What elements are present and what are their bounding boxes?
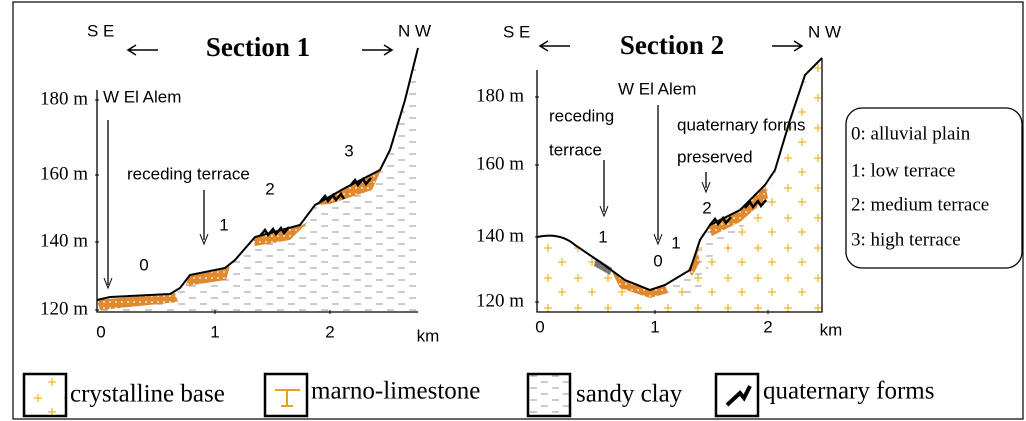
legend-item: 3: high terrace: [851, 229, 961, 250]
direction-label: S E: [87, 21, 114, 40]
ticks: [95, 99, 331, 314]
terrace-number: 2: [702, 198, 711, 217]
legend-item: 1: low terrace: [851, 160, 955, 181]
x-label: 2: [325, 322, 334, 341]
annotation: receding terrace: [127, 164, 250, 183]
terrace-deposit: [253, 222, 308, 246]
annotation: preserved: [677, 147, 753, 166]
y-label: 180 m: [476, 85, 524, 106]
legend-box: [845, 107, 1023, 269]
direction-label: S E: [503, 22, 530, 41]
annotation: quaternary forms: [677, 115, 806, 134]
x-label: 2: [763, 317, 772, 336]
axes: [96, 90, 418, 313]
direction-arrow: [538, 40, 570, 52]
legend-item: 2: medium terrace: [851, 194, 989, 215]
terrace-deposit: [186, 266, 230, 286]
y-label: 160 m: [476, 153, 524, 174]
legend-label: crystalline base: [70, 381, 225, 408]
terrace-number: 1: [598, 227, 607, 246]
y-label: 180 m: [40, 88, 88, 109]
terrace-number: 1: [219, 215, 228, 234]
arrow-head: [103, 277, 113, 290]
x-label: 0: [96, 322, 105, 341]
arrow-head: [599, 205, 609, 218]
direction-label: N W: [398, 21, 431, 40]
annotation: terrace: [549, 140, 602, 159]
ground-profile: [96, 47, 419, 301]
terrace-number: 3: [344, 141, 353, 160]
terrace-number: 0: [653, 251, 662, 270]
annotation: receding: [549, 106, 614, 125]
terrace-number: 1: [671, 233, 680, 252]
section-2: S E Section 2 N W 180 m 160 m 140 m 120 …: [476, 22, 842, 339]
bottom-legend: crystalline base marno-limestone sandy c…: [22, 372, 934, 418]
y-label: 140 m: [476, 225, 524, 246]
legend-label: quaternary forms: [763, 378, 934, 405]
direction-arrow: [362, 44, 394, 56]
terrace-deposit: [594, 258, 612, 275]
site-label: W El Alem: [618, 79, 696, 98]
x-label: 0: [535, 317, 544, 336]
terrace-deposit: [97, 293, 178, 310]
legend-symbol: [275, 389, 300, 407]
quaternary-forms: [709, 198, 767, 227]
legend-swatch: [22, 372, 68, 418]
terrace-number: 0: [139, 255, 148, 274]
x-label: km: [417, 326, 440, 345]
x-label: km: [820, 320, 843, 339]
section-title: Section 2: [620, 30, 724, 60]
legend-symbol: [725, 385, 752, 407]
y-label: 120 m: [40, 298, 88, 319]
y-label: 120 m: [476, 290, 524, 311]
terrace-legend: 0: alluvial plain 1: low terrace 2: medi…: [845, 107, 1023, 269]
ticks: [535, 96, 769, 314]
x-label: 1: [650, 317, 659, 336]
sandy-clay-fill: [97, 48, 418, 312]
arrow-head: [701, 181, 711, 194]
legend-swatch: [526, 372, 572, 418]
direction-arrow: [772, 40, 804, 52]
direction-arrow: [126, 44, 158, 56]
axes: [536, 58, 823, 313]
arrow-head: [653, 233, 663, 246]
ground-profile: [536, 57, 823, 292]
y-label: 140 m: [40, 230, 88, 251]
legend-label: marno-limestone: [311, 378, 480, 405]
y-label: 160 m: [40, 163, 88, 184]
terrace-deposit: [612, 272, 668, 298]
section-title: Section 1: [206, 32, 310, 62]
legend-item: 0: alluvial plain: [851, 123, 971, 144]
quaternary-forms: [259, 176, 372, 238]
x-label: 1: [210, 322, 219, 341]
legend-label: sandy clay: [576, 381, 683, 408]
arrow-head: [199, 233, 209, 246]
terrace-number: 2: [265, 179, 274, 198]
site-label: W El Alem: [103, 87, 181, 106]
crystalline-fill: [537, 58, 822, 312]
direction-label: N W: [808, 22, 841, 41]
frame: [12, 1, 1024, 420]
section-1: S E Section 1 N W 180 m 160 m 140 m 120 …: [40, 21, 439, 345]
